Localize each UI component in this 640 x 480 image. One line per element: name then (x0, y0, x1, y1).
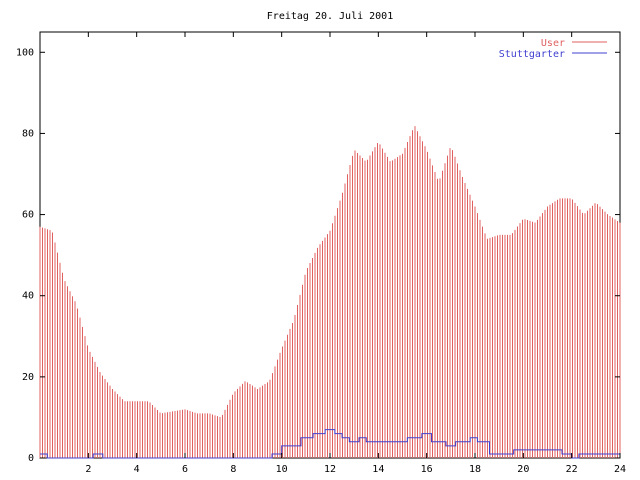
y-tick-label: 100 (16, 47, 34, 58)
x-tick-label: 22 (566, 464, 578, 475)
y-tick-label: 80 (22, 128, 34, 139)
x-tick-label: 6 (182, 464, 188, 475)
chart-title: Freitag 20. Juli 2001 (267, 11, 393, 22)
y-tick-label: 20 (22, 372, 34, 383)
x-tick-label: 8 (230, 464, 236, 475)
y-tick-label: 60 (22, 210, 34, 221)
legend-label-user: User (541, 38, 565, 49)
x-tick-label: 10 (276, 464, 288, 475)
legend-label-stuttgarter: Stuttgarter (499, 49, 565, 60)
user-series (39, 126, 621, 458)
y-tick-label: 40 (22, 291, 34, 302)
x-tick-label: 4 (134, 464, 140, 475)
x-tick-label: 16 (421, 464, 433, 475)
x-tick-label: 18 (469, 464, 481, 475)
x-tick-label: 20 (517, 464, 529, 475)
x-tick-label: 24 (614, 464, 626, 475)
x-tick-label: 12 (324, 464, 336, 475)
x-tick-label: 2 (85, 464, 91, 475)
x-tick-label: 14 (372, 464, 384, 475)
y-tick-label: 0 (28, 453, 34, 464)
legend: User Stuttgarter (499, 38, 607, 60)
